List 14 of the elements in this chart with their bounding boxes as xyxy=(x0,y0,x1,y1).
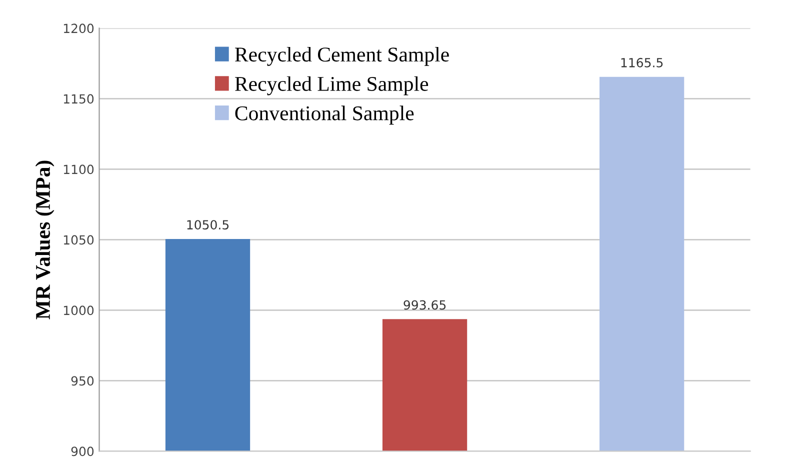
y-tick-label: 1150 xyxy=(64,94,94,104)
legend-label: Recycled Cement Sample xyxy=(235,46,449,66)
y-tick-label: 900 xyxy=(71,446,94,456)
y-tick-label: 1100 xyxy=(64,164,94,174)
legend-label: Conventional Sample xyxy=(235,106,414,125)
data-label: 993.65 xyxy=(404,300,446,310)
y-tick-label: 1200 xyxy=(64,24,94,34)
y-tick-label: 1050 xyxy=(64,235,94,245)
y-tick-label: 1000 xyxy=(64,306,94,316)
legend-label: Recycled Lime Sample xyxy=(235,76,428,96)
data-label: 1050.5 xyxy=(187,220,229,230)
data-label: 1165.5 xyxy=(621,58,663,68)
y-tick-label: 950 xyxy=(71,376,94,386)
y-axis-title: MR Values (MPa) xyxy=(35,160,54,320)
